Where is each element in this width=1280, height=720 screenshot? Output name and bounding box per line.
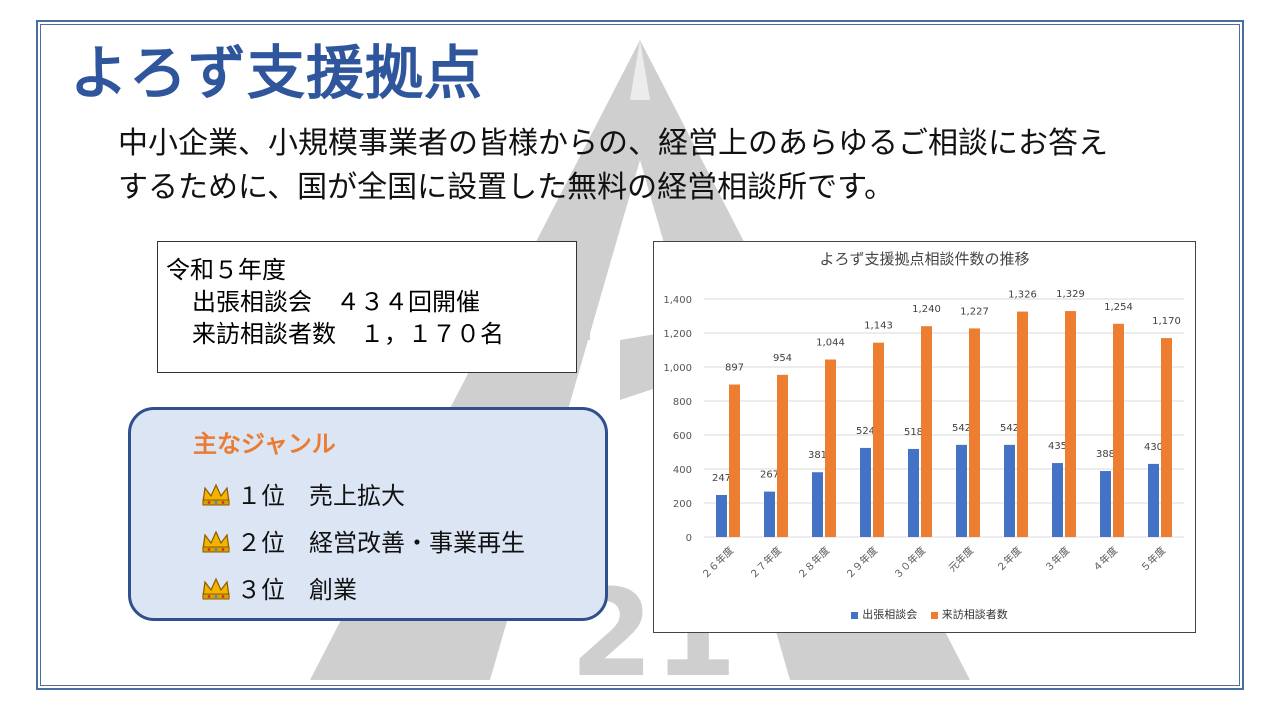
data-label: 1,254 bbox=[1104, 302, 1133, 313]
x-tick-label: ３年度 bbox=[1042, 544, 1072, 574]
y-tick-label: 1,200 bbox=[663, 329, 692, 340]
data-label: 542 bbox=[952, 423, 971, 434]
y-tick-label: 0 bbox=[686, 533, 692, 544]
genre-rank-3: ３位 bbox=[237, 576, 285, 604]
bar-series-2 bbox=[777, 374, 788, 537]
legend-swatch-series-1 bbox=[851, 611, 859, 619]
y-tick-label: 200 bbox=[673, 499, 692, 510]
stats-year: 令和５年度 bbox=[166, 256, 286, 284]
x-tick-label: ２８年度 bbox=[795, 544, 832, 581]
bar-series-1 bbox=[716, 495, 727, 537]
y-tick-label: 1,400 bbox=[663, 295, 692, 306]
bar-series-1 bbox=[860, 447, 871, 537]
x-tick-label: ２６年度 bbox=[699, 544, 736, 581]
x-tick-label: ４年度 bbox=[1090, 544, 1120, 574]
genre-item-3: ３位 創業 bbox=[201, 570, 357, 605]
genre-item-2: ２位 経営改善・事業再生 bbox=[201, 523, 525, 558]
x-tick-label: ５年度 bbox=[1138, 544, 1168, 574]
bar-series-1 bbox=[1052, 463, 1063, 537]
bar-series-2 bbox=[825, 359, 836, 537]
bar-series-2 bbox=[1113, 323, 1124, 537]
x-tick-label: ２年度 bbox=[994, 544, 1024, 574]
stats-box: 令和５年度 出張相談会 ４３４回開催 来訪相談者数 １，１７０名 bbox=[157, 241, 577, 373]
bar-series-2 bbox=[873, 342, 884, 537]
crown-icon bbox=[202, 530, 230, 552]
data-label: 381 bbox=[808, 450, 827, 461]
bar-series-1 bbox=[764, 491, 775, 537]
genre-rank-1: １位 bbox=[237, 482, 285, 510]
crown-icon bbox=[202, 483, 230, 505]
genre-label-1: 売上拡大 bbox=[309, 482, 405, 510]
bar-chart: 0 200 400 600 800 1,000 1,200 1,400 247 897 ２６年度 26… bbox=[663, 289, 1184, 581]
bar-series-1 bbox=[812, 472, 823, 537]
slide-inner-border bbox=[40, 24, 1240, 686]
data-label: 897 bbox=[725, 363, 744, 374]
bar-series-2 bbox=[729, 384, 740, 537]
chart-legend: 出張相談会 来訪相談者数 bbox=[654, 606, 1195, 622]
data-label: 542 bbox=[1000, 423, 1019, 434]
description-line-1: 中小企業、小規模事業者の皆様からの、経営上のあらゆるご相談にお答え bbox=[118, 126, 1108, 161]
stats-line-1: 出張相談会 ４３４回開催 bbox=[192, 288, 480, 316]
bar-series-1 bbox=[908, 448, 919, 537]
data-label: 388 bbox=[1096, 449, 1115, 460]
data-label: 1,326 bbox=[1008, 290, 1037, 301]
bar-series-2 bbox=[1161, 338, 1172, 537]
bar-series-2 bbox=[969, 328, 980, 537]
legend-label-series-2: 来訪相談者数 bbox=[941, 608, 1008, 621]
crown-icon bbox=[202, 577, 230, 599]
genre-box: 主なジャンル １位 売上拡大 ２位 経営改善・事業再生 ３位 創業 bbox=[128, 407, 608, 621]
bar-series-1 bbox=[1148, 463, 1159, 537]
x-tick-label: 元年度 bbox=[946, 544, 976, 574]
chart-container: よろず支援拠点相談件数の推移 0 200 400 600 800 1,000 1,200 1,… bbox=[653, 241, 1196, 633]
legend-label-series-1: 出張相談会 bbox=[862, 608, 918, 621]
data-label: 1,329 bbox=[1056, 289, 1085, 300]
y-tick-label: 400 bbox=[673, 465, 692, 476]
data-label: 247 bbox=[712, 473, 731, 484]
bar-series-1 bbox=[956, 444, 967, 537]
genre-title: 主なジャンル bbox=[193, 430, 336, 458]
x-tick-label: ３０年度 bbox=[891, 544, 928, 581]
data-label: 435 bbox=[1048, 441, 1067, 452]
bar-series-1 bbox=[1100, 471, 1111, 537]
slide-outer-border bbox=[36, 20, 1244, 690]
data-label: 1,170 bbox=[1152, 316, 1181, 327]
data-label: 1,143 bbox=[864, 321, 893, 332]
data-label: 1,240 bbox=[912, 304, 941, 315]
y-tick-label: 600 bbox=[673, 431, 692, 442]
y-tick-label: 1,000 bbox=[663, 363, 692, 374]
data-label: 430 bbox=[1144, 442, 1163, 453]
stats-line-2: 来訪相談者数 １，１７０名 bbox=[192, 320, 504, 348]
data-label: 524 bbox=[856, 426, 875, 437]
x-tick-label: ２７年度 bbox=[747, 544, 784, 581]
description: 中小企業、小規模事業者の皆様からの、経営上のあらゆるご相談にお答え するために、… bbox=[118, 122, 1218, 210]
bar-series-2 bbox=[1017, 311, 1028, 537]
bar-series-2 bbox=[921, 326, 932, 537]
data-label: 1,227 bbox=[960, 306, 989, 317]
chart-title: よろず支援拠点相談件数の推移 bbox=[819, 250, 1030, 268]
description-line-2: するために、国が全国に設置した無料の経営相談所です。 bbox=[118, 170, 895, 205]
x-tick-label: ２９年度 bbox=[843, 544, 880, 581]
genre-label-2: 経営改善・事業再生 bbox=[309, 529, 525, 557]
data-label: 518 bbox=[904, 427, 923, 438]
y-tick-label: 800 bbox=[673, 397, 692, 408]
data-label: 1,044 bbox=[816, 338, 845, 349]
genre-rank-2: ２位 bbox=[237, 529, 285, 557]
bar-series-1 bbox=[1004, 444, 1015, 537]
genre-item-1: １位 売上拡大 bbox=[201, 476, 405, 511]
genre-label-3: 創業 bbox=[309, 576, 357, 604]
page-title: よろず支援拠点 bbox=[70, 39, 484, 107]
data-label: 267 bbox=[760, 470, 779, 481]
data-label: 954 bbox=[773, 353, 792, 364]
legend-swatch-series-2 bbox=[930, 611, 938, 619]
bar-series-2 bbox=[1065, 311, 1076, 537]
